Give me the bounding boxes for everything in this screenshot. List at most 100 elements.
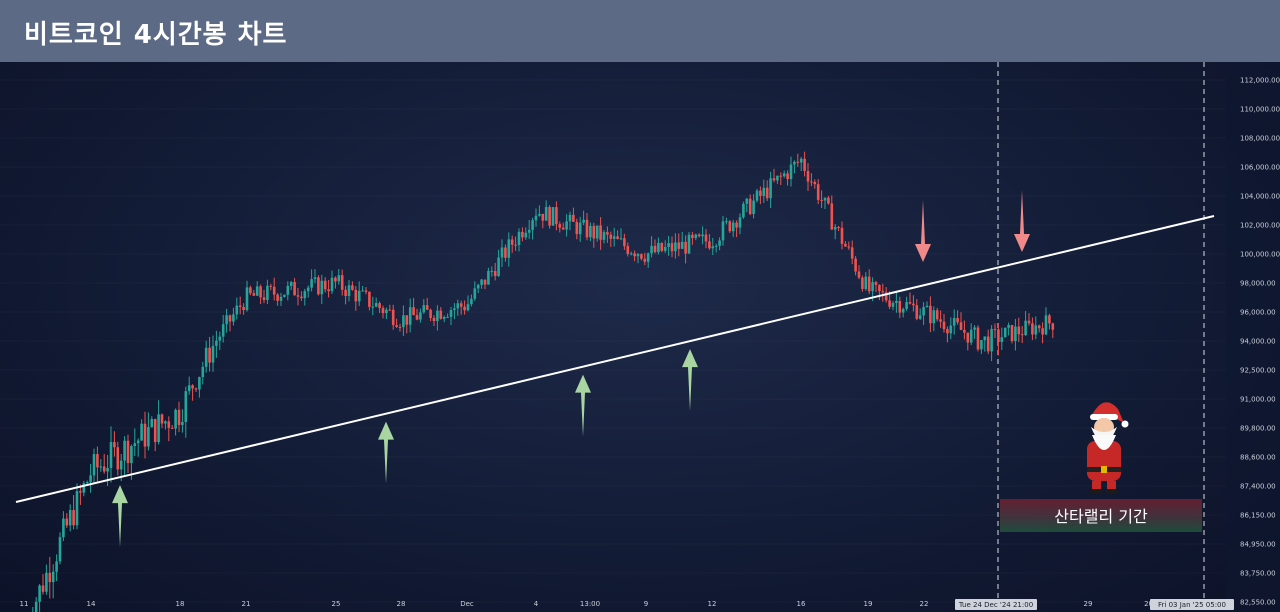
candle-body: [157, 414, 160, 443]
price-tick-label: 87,400.00: [1240, 483, 1276, 491]
santa-buckle: [1101, 466, 1107, 473]
candle-body: [1034, 325, 1038, 335]
candle-body: [510, 239, 514, 245]
candle-body: [45, 572, 48, 592]
candle-body: [99, 466, 103, 468]
candle-body: [480, 279, 483, 285]
time-tick-label: 11: [20, 600, 29, 608]
candle-body: [731, 222, 735, 232]
candlestick-chart[interactable]: 산타랠리 기간 112,000.00 110,000.00 108,000.00 10…: [0, 62, 1280, 612]
candle-body: [160, 414, 164, 424]
candle-body: [1044, 315, 1048, 335]
candle-body: [609, 234, 613, 239]
candle-body: [589, 225, 592, 238]
candle-body: [245, 287, 249, 311]
trendline-layer: [15, 215, 1215, 503]
candle-body: [164, 421, 167, 424]
candle-body: [891, 303, 895, 307]
candle-body: [1003, 327, 1007, 338]
candle-body: [874, 282, 878, 285]
candle-body: [453, 308, 456, 311]
candle-body: [895, 301, 898, 304]
candle-body: [565, 221, 568, 230]
candle-body: [748, 198, 752, 215]
candle-body: [504, 247, 507, 258]
candle-body: [215, 340, 218, 346]
santa-boot: [1106, 489, 1118, 494]
candle-body: [191, 385, 194, 389]
candle-body: [300, 296, 303, 299]
candle-body: [174, 409, 177, 429]
price-tick-label: 88,600.00: [1240, 454, 1276, 462]
price-tick-label: 102,000.00: [1240, 222, 1280, 230]
candle-body: [976, 327, 980, 350]
candle-body: [966, 332, 970, 343]
candle-body: [466, 304, 470, 311]
candle-body: [259, 286, 262, 298]
candle-body: [969, 329, 973, 343]
candle-body: [269, 285, 273, 287]
candle-body: [388, 309, 392, 311]
candle-body: [684, 241, 687, 254]
candle-body: [738, 217, 742, 228]
candle-body: [221, 324, 225, 337]
time-tick-label: 21: [242, 600, 251, 608]
candle-body: [796, 161, 800, 163]
candle-body: [674, 242, 677, 252]
candle-body: [660, 242, 664, 251]
candle-body: [490, 270, 494, 272]
candle-body: [888, 300, 891, 307]
price-axis[interactable]: 112,000.00 110,000.00 108,000.00 106,000.00…: [1226, 62, 1280, 612]
candle-body: [456, 303, 460, 309]
candle-body: [232, 314, 235, 322]
candle-body: [429, 309, 432, 318]
candle-body: [833, 226, 837, 230]
candle-body: [374, 303, 378, 307]
candle-body: [289, 282, 293, 286]
time-axis[interactable]: 111418212528Dec413:00912161922292025Tue …: [20, 599, 1234, 610]
candle-body: [493, 270, 497, 277]
candle-body: [619, 238, 623, 240]
candle-body: [58, 537, 62, 562]
candle-body: [1048, 315, 1051, 324]
candle-body: [368, 291, 371, 307]
candle-body: [823, 197, 827, 201]
candle-body: [769, 178, 772, 199]
candle-body: [997, 329, 1000, 343]
time-tick-label: 13:00: [580, 600, 600, 608]
candle-body: [517, 231, 521, 246]
candle-body: [844, 243, 847, 247]
candle-body: [306, 287, 310, 292]
candle-body: [198, 377, 201, 390]
band-label: 산타랠리 기간: [1054, 507, 1148, 526]
candle-body: [806, 170, 810, 182]
candle-body: [714, 245, 718, 247]
candle-body: [867, 276, 871, 292]
time-tick-label: 28: [397, 600, 406, 608]
candle-body: [1041, 328, 1044, 335]
candle-body: [507, 239, 511, 258]
candle-body: [446, 316, 449, 318]
santa-hat-pompom: [1121, 420, 1129, 428]
candle-body: [745, 198, 749, 204]
candle-body: [500, 247, 504, 258]
candle-body: [694, 234, 698, 239]
candle-body: [854, 258, 857, 272]
support-trendline: [15, 215, 1215, 503]
candle-body: [691, 234, 694, 239]
candle-body: [857, 271, 861, 278]
candle-body: [884, 292, 888, 301]
candle-body: [378, 303, 381, 309]
support-arrow: [682, 349, 698, 412]
candle-body: [901, 309, 905, 313]
candle-body: [623, 238, 626, 247]
candle-body: [514, 244, 517, 246]
candle-body: [334, 277, 337, 282]
candle-body: [361, 290, 364, 292]
resistance-arrow: [915, 200, 931, 262]
chart-area[interactable]: 산타랠리 기간 112,000.00 110,000.00 108,000.00 10…: [0, 62, 1280, 612]
candle-body: [810, 181, 813, 183]
candle-body: [296, 295, 300, 297]
candle-body: [912, 303, 915, 306]
candle-body: [558, 224, 562, 228]
